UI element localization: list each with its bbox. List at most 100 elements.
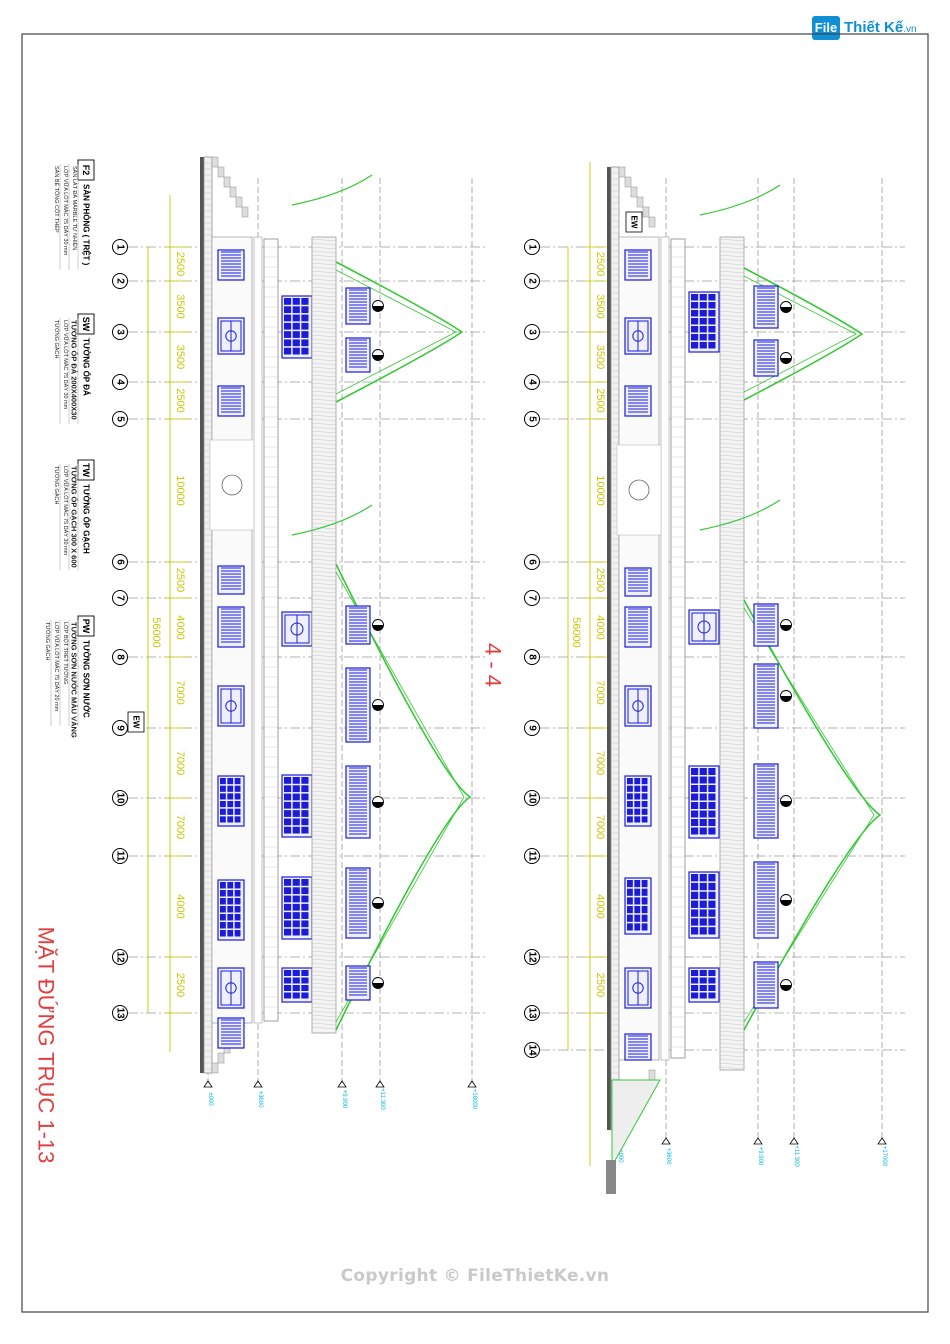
window-pane (627, 888, 633, 896)
roof-tile (311, 538, 337, 542)
window-pane (284, 992, 292, 999)
window-pane (634, 808, 641, 815)
axis-bubble (524, 949, 540, 965)
roof-tile (719, 498, 745, 502)
roof-tile (311, 338, 337, 342)
stair-step (217, 166, 225, 178)
ground-beam (660, 236, 670, 1061)
stair-step (211, 1062, 219, 1074)
dim-span: 2500 (174, 973, 186, 997)
roof-tile (719, 974, 745, 978)
roof-tile (719, 554, 745, 558)
axis-bubble (524, 720, 540, 736)
window-pane (292, 331, 300, 338)
window-pane (220, 793, 226, 800)
axis-label: 11 (115, 851, 126, 862)
roof-tile (311, 742, 337, 746)
axis-label: 5 (527, 416, 538, 422)
detail-tag-half (780, 985, 792, 991)
roof-tile (719, 942, 745, 946)
window-pane (301, 314, 309, 322)
level-label: +11.300 (793, 1145, 799, 1167)
roof-tile (311, 382, 337, 386)
roof-tile (719, 678, 745, 682)
axis-label: 8 (527, 654, 538, 660)
roof-tile (311, 714, 337, 718)
roof-tile (311, 1022, 337, 1026)
roof-tile (311, 1002, 337, 1006)
window-pane (699, 900, 707, 908)
roof-tile (311, 250, 337, 254)
axis-label: 14 (527, 1044, 538, 1056)
roof-tile (311, 1018, 337, 1022)
roof-tile (719, 322, 745, 326)
window-pane (234, 778, 241, 785)
detail-tag-half (372, 705, 384, 711)
window-pane (301, 785, 309, 793)
roof-tile (719, 658, 745, 662)
roof-tile (719, 306, 745, 310)
roof-tile (719, 478, 745, 482)
roof-tile (311, 238, 337, 242)
roof-tile (311, 606, 337, 610)
roof-tile (311, 502, 337, 506)
roof-tile (311, 690, 337, 694)
roof-tile (719, 866, 745, 870)
roof-tile (719, 822, 745, 826)
roof-tile (719, 1042, 745, 1046)
window-pane (292, 801, 300, 809)
roof-tile (311, 722, 337, 726)
roof-gable (335, 261, 464, 403)
window-pane (227, 801, 234, 808)
courtyard-tree (628, 479, 650, 501)
roof-tile (719, 418, 745, 422)
roof-tile (311, 750, 337, 754)
roof-tile (311, 894, 337, 898)
window-pane (284, 879, 292, 886)
window-pane (234, 785, 241, 792)
roof-tile (719, 978, 745, 982)
roof-tile (311, 494, 337, 498)
window-pane (634, 778, 641, 785)
roof-tile (719, 546, 745, 550)
roof-tile (311, 702, 337, 706)
roof-tile (719, 582, 745, 586)
window-pane (708, 326, 716, 333)
roof-tile (719, 854, 745, 858)
roof-tile (719, 1006, 745, 1010)
detail-tag-half (780, 696, 792, 702)
roof-curl (699, 184, 781, 216)
roof-tile (719, 314, 745, 318)
window-pane (691, 318, 699, 325)
window-pane (691, 970, 699, 976)
roof-tile (719, 442, 745, 446)
roof-tile (719, 614, 745, 618)
roof-tile (311, 582, 337, 586)
axis-label: 12 (527, 951, 538, 963)
roof-tile (311, 286, 337, 290)
roof-tile (311, 446, 337, 450)
window-pane (699, 891, 707, 900)
roof-tile (311, 354, 337, 358)
roof-tile (311, 730, 337, 734)
roof-tile (311, 474, 337, 478)
roof-tile (719, 282, 745, 286)
window-pane (691, 827, 699, 835)
roof-tile (719, 994, 745, 998)
roof-tile (719, 278, 745, 282)
ground-wall (618, 236, 660, 1061)
dim-span: 2500 (594, 568, 606, 592)
roof-tile (311, 882, 337, 886)
roof-tile (311, 934, 337, 938)
window-pane (708, 891, 716, 900)
roof-tile (719, 378, 745, 382)
roof-tile (719, 586, 745, 590)
window-pane (227, 785, 234, 792)
legend-line: LỚP VỮA LÓT MÁC 75 DÀY 30 mm (62, 320, 69, 410)
roof-tile (311, 534, 337, 538)
window-pane (284, 912, 292, 919)
roof-tile (719, 794, 745, 798)
roof-tile (719, 334, 745, 338)
roof-tile (719, 574, 745, 578)
roof-rafter (335, 571, 465, 1023)
